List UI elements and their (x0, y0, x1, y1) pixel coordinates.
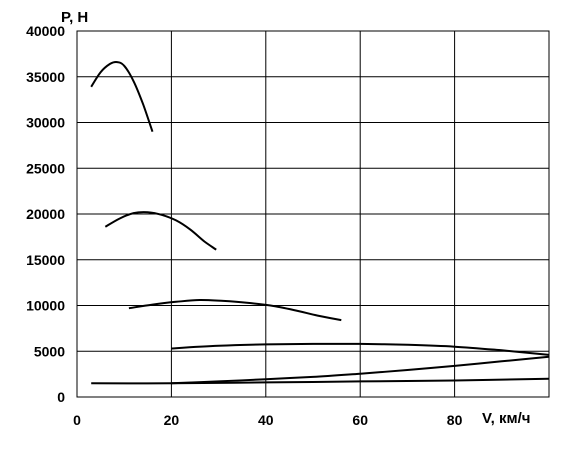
y-tick-label: 5000 (34, 343, 65, 359)
y-tick-label: 30000 (26, 115, 65, 131)
series-line-3 (128, 298, 342, 322)
y-tick-label: 15000 (26, 252, 65, 268)
y-tick-label: 35000 (26, 69, 65, 85)
series-line-6 (171, 355, 550, 385)
y-axis-label: P, Н (61, 9, 88, 26)
x-tick-label: 60 (352, 412, 368, 428)
series-layer (90, 61, 550, 385)
y-tick-label: 0 (57, 389, 65, 405)
x-tick-labels: 0 20 40 60 80 (73, 412, 462, 428)
y-tick-label: 40000 (26, 23, 65, 39)
x-axis-label: V, км/ч (482, 410, 530, 427)
series-line-2 (104, 211, 217, 251)
y-tick-label: 25000 (26, 160, 65, 176)
series-line-4 (171, 342, 550, 356)
y-tick-label: 10000 (26, 298, 65, 314)
series-line-1 (90, 61, 154, 133)
x-tick-label: 20 (164, 412, 180, 428)
series-line-5 (91, 377, 550, 385)
plot-frame (76, 30, 550, 398)
y-tick-label: 20000 (26, 206, 65, 222)
x-tick-label: 40 (258, 412, 274, 428)
grid (77, 31, 549, 397)
x-tick-label: 0 (73, 412, 81, 428)
x-tick-label: 80 (447, 412, 463, 428)
y-tick-labels: 0 5000 10000 15000 20000 25000 30000 35000 40000 (26, 23, 65, 405)
